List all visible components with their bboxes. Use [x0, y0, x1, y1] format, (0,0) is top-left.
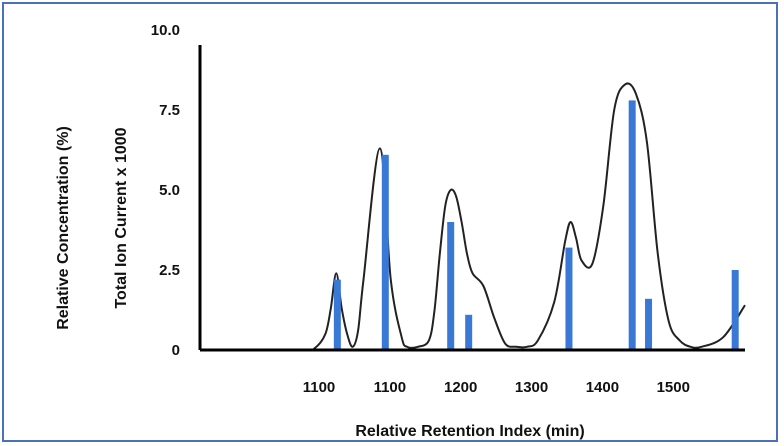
concentration-bar [645, 298, 653, 350]
concentration-bar [628, 100, 636, 351]
concentration-bar [447, 222, 455, 350]
chart-frame [2, 2, 778, 442]
x-axis-label: Relative Retention Index (min) [355, 423, 584, 440]
x-tick-label: 1500 [657, 379, 690, 396]
x-tick-label: 1300 [515, 379, 548, 396]
x-tick-label: 1200 [444, 379, 477, 396]
concentration-bar [381, 154, 389, 350]
concentration-bar [731, 270, 739, 350]
x-tick-label: 1100 [374, 379, 407, 396]
tic-curve [199, 82, 746, 352]
y-tick-label: 2.5 [159, 262, 180, 279]
y-tick-label: 0 [172, 342, 180, 359]
x-tick-label: 1100 [303, 379, 336, 396]
plot-area [199, 82, 746, 352]
x-tick-label: 1400 [586, 379, 619, 396]
x-tick-labels: 1100 1100 1200 1300 1400 1500 [303, 379, 690, 396]
concentration-bar [565, 247, 573, 350]
concentration-bar [333, 279, 341, 350]
y-tick-labels: 0 2.5 5.0 7.5 10.0 [151, 22, 180, 359]
y-axis-label-outer: Relative Concentration (%) [55, 126, 72, 330]
y-axis-label-inner: Total Ion Current x 1000 [113, 127, 130, 308]
concentration-bar [465, 314, 473, 350]
y-tick-label: 7.5 [159, 102, 180, 119]
y-tick-label: 5.0 [159, 182, 180, 199]
y-tick-label: 10.0 [151, 22, 180, 39]
